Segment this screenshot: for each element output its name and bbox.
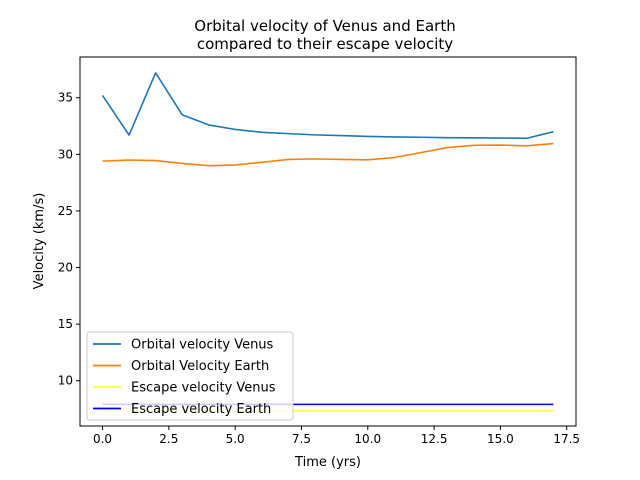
legend-label-1: Orbital Velocity Earth — [131, 359, 269, 374]
chart-title-line-1: Orbital velocity of Venus and Earth — [194, 17, 455, 35]
y-tick-label: 35 — [58, 91, 73, 105]
y-tick-label: 20 — [58, 261, 73, 275]
y-tick-label: 10 — [58, 374, 73, 388]
x-tick-label: 2.5 — [159, 432, 178, 446]
x-tick-label: 15.0 — [487, 432, 514, 446]
x-tick-label: 0.0 — [93, 432, 112, 446]
x-tick-label: 12.5 — [421, 432, 448, 446]
series-line-0 — [101, 72, 554, 140]
series-line-1 — [102, 142, 554, 167]
plot-frame — [79, 56, 577, 427]
legend: Orbital velocity Venus Orbital Velocity E… — [86, 331, 294, 421]
x-tick-label: 17.5 — [553, 432, 580, 446]
chart-title-line-2: compared to their escape velocity — [197, 35, 453, 53]
x-tick-label: 5.0 — [226, 432, 245, 446]
y-tick-label: 30 — [58, 147, 73, 161]
x-axis-ticks: 0.0 2.5 5.0 7.5 10.0 12.5 15.0 17.5 — [93, 426, 580, 446]
y-axis-label: Velocity (km/s) — [32, 193, 47, 290]
legend-label-2: Escape velocity Venus — [131, 381, 276, 396]
x-axis-label: Time (yrs) — [294, 455, 361, 470]
x-tick-label: 7.5 — [292, 432, 311, 446]
legend-label-0: Orbital velocity Venus — [131, 338, 274, 353]
legend-box — [86, 331, 294, 421]
y-axis-ticks: 10 15 20 25 30 35 — [58, 91, 80, 388]
x-tick-label: 10.0 — [354, 432, 381, 446]
legend-label-3: Escape velocity Earth — [131, 402, 271, 417]
y-tick-label: 15 — [58, 317, 73, 331]
y-tick-label: 25 — [58, 204, 73, 218]
